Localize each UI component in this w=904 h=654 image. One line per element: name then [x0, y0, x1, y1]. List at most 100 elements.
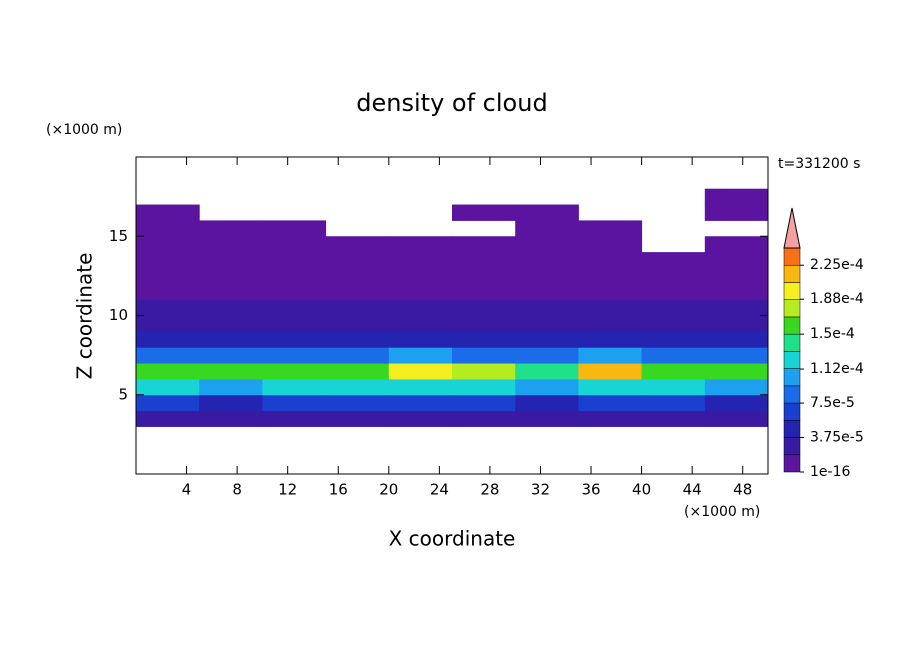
- contour-cell: [262, 363, 327, 380]
- contour-cell: [199, 299, 263, 316]
- contour-cell: [325, 347, 390, 364]
- colorbar-band: [783, 420, 801, 438]
- contour-cell: [704, 299, 769, 316]
- contour-cell: [641, 363, 706, 380]
- contour-cell: [199, 331, 263, 348]
- contour-cell: [199, 252, 263, 269]
- colorbar-tick-label: 1e-16: [810, 464, 850, 480]
- contour-cell: [452, 299, 516, 316]
- contour-cell: [452, 410, 516, 427]
- contour-cell: [136, 394, 200, 412]
- x-tick-label: 36: [581, 481, 600, 499]
- contour-cell: [578, 363, 643, 380]
- contour-cell: [578, 378, 643, 396]
- y-axis-title: Z coordinate: [73, 253, 97, 380]
- contour-cell: [452, 394, 516, 412]
- contour-cell: [704, 347, 769, 364]
- contour-cell: [704, 331, 769, 348]
- contour-cell: [704, 188, 769, 206]
- contour-cell: [704, 394, 769, 412]
- contour-cell: [388, 394, 453, 412]
- contour-cell: [515, 410, 579, 427]
- contour-cell: [325, 252, 390, 269]
- contour-cell: [452, 267, 516, 285]
- chart-title: density of cloud: [356, 89, 547, 117]
- colorbar-band: [783, 299, 801, 318]
- contour-cell: [452, 363, 516, 380]
- contour-cell: [515, 252, 579, 269]
- contour-cell: [641, 378, 706, 396]
- contour-cell: [325, 267, 390, 285]
- contour-cell: [388, 299, 453, 316]
- contour-cell: [704, 252, 769, 269]
- colorbar-band: [783, 454, 801, 473]
- contour-cell: [515, 331, 579, 348]
- contour-cell: [388, 363, 453, 380]
- contour-cell: [199, 347, 263, 364]
- contour-cell: [262, 331, 327, 348]
- contour-cell: [452, 252, 516, 269]
- contour-cell: [578, 315, 643, 332]
- contour-cell: [452, 236, 516, 253]
- contour-cell: [388, 410, 453, 427]
- contour-cell: [578, 347, 643, 364]
- contour-cell: [325, 315, 390, 332]
- colorbar-extension: [783, 207, 801, 249]
- contour-cell: [578, 283, 643, 301]
- x-tick-label: 12: [278, 481, 297, 499]
- contour-cell: [136, 347, 200, 364]
- contour-cell: [704, 204, 769, 221]
- contour-cell: [262, 315, 327, 332]
- contour-cell: [388, 252, 453, 269]
- contour-cell: [641, 347, 706, 364]
- colorbar-tick-label: 2.25e-4: [810, 257, 864, 273]
- contour-cell: [325, 378, 390, 396]
- contour-cell: [136, 363, 200, 380]
- contour-cell: [388, 331, 453, 348]
- x-tick-label: 28: [480, 481, 499, 499]
- contour-cell: [199, 363, 263, 380]
- contour-cell: [262, 394, 327, 412]
- colorbar-band: [783, 333, 801, 352]
- contour-cell: [515, 236, 579, 253]
- x-tick-label: 32: [531, 481, 550, 499]
- contour-cell: [136, 331, 200, 348]
- contour-cell: [452, 315, 516, 332]
- contour-cell: [262, 252, 327, 269]
- contour-cell: [136, 299, 200, 316]
- contour-cell: [641, 299, 706, 316]
- y-unit: (×1000 m): [46, 122, 122, 138]
- contour-cell: [262, 236, 327, 253]
- contour-cell: [388, 283, 453, 301]
- colorbar-tick-label: 3.75e-5: [810, 430, 864, 446]
- contour-cell: [515, 267, 579, 285]
- contour-cell: [136, 267, 200, 285]
- contour-cell: [325, 236, 390, 253]
- contour-cell: [515, 283, 579, 301]
- contour-cell: [704, 267, 769, 285]
- contour-cell: [452, 204, 516, 221]
- colorbar-band: [783, 282, 801, 300]
- x-tick-label: 40: [632, 481, 651, 499]
- contour-cell: [641, 394, 706, 412]
- time-label: t=331200 s: [778, 156, 860, 172]
- contour-cell: [262, 347, 327, 364]
- colorbar-band: [783, 385, 801, 404]
- y-tick-label: 10: [109, 306, 128, 324]
- contour-cell: [262, 267, 327, 285]
- contour-cell: [388, 315, 453, 332]
- x-tick-label: 48: [733, 481, 752, 499]
- contour-cell: [136, 252, 200, 269]
- contour-cell: [325, 299, 390, 316]
- contour-cell: [136, 315, 200, 332]
- contour-cell: [262, 299, 327, 316]
- colorbar-tick-label: 1.12e-4: [810, 361, 864, 377]
- contour-cell: [199, 236, 263, 253]
- contour-cell: [199, 394, 263, 412]
- contour-cell: [515, 347, 579, 364]
- x-tick-label: 44: [683, 481, 702, 499]
- y-tick-label: 5: [118, 385, 128, 403]
- contour-cell: [199, 410, 263, 427]
- contour-cell: [325, 283, 390, 301]
- colorbar-band: [783, 264, 801, 283]
